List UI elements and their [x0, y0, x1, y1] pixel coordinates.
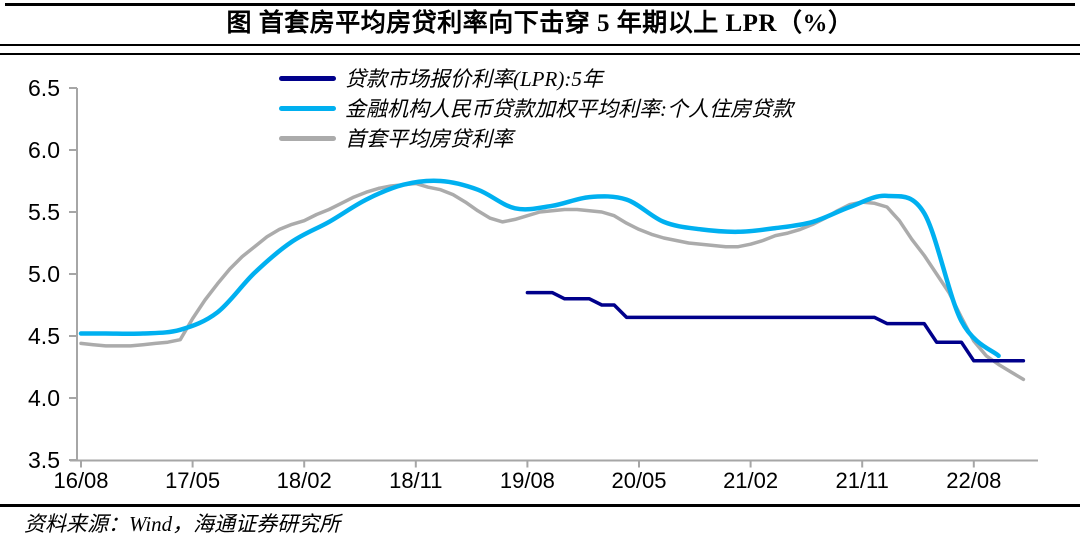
legend-label-lpr: 贷款市场报价利率(LPR):5年: [345, 67, 603, 91]
legend-swatch-weighted-avg-icon: [279, 105, 336, 111]
title-underline-lower: [0, 53, 1080, 55]
legend-item-weighted-avg-mortgage-rate: 金融机构人民币贷款加权平均利率:个人住房贷款: [279, 93, 793, 123]
x-tick-label: 21/11: [835, 468, 889, 493]
y-tick-label: 4.5: [28, 323, 60, 349]
legend-swatch-lpr-icon: [279, 75, 336, 81]
legend-label-first-home: 首套平均房贷利率: [345, 127, 513, 151]
x-tick-label: 20/05: [611, 468, 667, 493]
x-tick-label: 19/08: [499, 468, 555, 493]
bottom-border-line: [0, 504, 1080, 507]
legend-swatch-first-home-icon: [279, 135, 336, 141]
y-tick-label: 6.0: [28, 137, 60, 163]
x-tick-label: 22/08: [946, 468, 1002, 493]
top-border-line: [5, 3, 1075, 6]
title-underline-upper: [0, 44, 1080, 46]
y-tick-label: 4.0: [28, 385, 60, 411]
y-tick-label: 3.5: [28, 447, 60, 473]
y-tick-label: 5.5: [28, 199, 60, 225]
y-tick-label: 5.0: [28, 261, 60, 287]
x-tick-label: 18/02: [276, 468, 332, 493]
axes: [69, 87, 1038, 468]
x-tick-label: 21/02: [723, 468, 779, 493]
legend-label-weighted-avg: 金融机构人民币贷款加权平均利率:个人住房贷款: [345, 97, 793, 121]
x-tick-label: 18/11: [389, 468, 443, 493]
legend-item-lpr-5y: 贷款市场报价利率(LPR):5年: [279, 63, 793, 93]
x-tick-label: 16/08: [53, 468, 109, 493]
series-line-0: [525, 290, 1026, 363]
chart-legend: 贷款市场报价利率(LPR):5年 金融机构人民币贷款加权平均利率:个人住房贷款 …: [279, 63, 793, 153]
y-tick-label: 6.5: [28, 75, 60, 101]
figure-title: 图 首套房平均房贷利率向下击穿 5 年期以上 LPR（%）: [226, 10, 854, 37]
x-tick-label: 17/05: [165, 468, 221, 493]
legend-item-first-home-rate: 首套平均房贷利率: [279, 123, 793, 153]
series-line-2: [79, 181, 1026, 382]
series-line-1: [78, 178, 1001, 359]
source-note: 资料来源：Wind，海通证券研究所: [24, 512, 341, 536]
